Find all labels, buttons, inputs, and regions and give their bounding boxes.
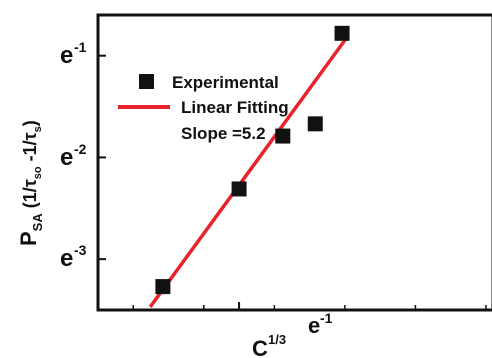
linear-fit-line bbox=[148, 35, 350, 308]
y-tick-label-2: e -2 bbox=[60, 141, 87, 171]
y-label-paren-mid: -1/τ bbox=[20, 132, 40, 166]
data-point bbox=[231, 181, 247, 197]
plot-frame bbox=[96, 13, 492, 312]
y-tick-label-1: e -1 bbox=[60, 39, 87, 69]
y-tick-exponent: -3 bbox=[74, 242, 87, 258]
x-tick-label: e -1 bbox=[308, 310, 333, 338]
x-tick-exponent: -1 bbox=[320, 310, 333, 326]
y-label-paren: (1/τ bbox=[20, 179, 40, 208]
y-label-subscript: SA bbox=[30, 213, 45, 232]
x-tick-base: e bbox=[308, 313, 320, 338]
x-axis-label-superscript: 1/3 bbox=[268, 332, 286, 347]
y-tick-exponent: -1 bbox=[74, 39, 87, 55]
y-axis-label-text: PSA (1/τso -1/τs) bbox=[16, 120, 45, 246]
points-layer bbox=[155, 25, 350, 295]
legend-label-experimental: Experimental bbox=[172, 73, 279, 92]
data-point bbox=[334, 25, 350, 41]
y-label-paren-sub2: s bbox=[32, 126, 44, 132]
axis-ticks bbox=[98, 54, 487, 310]
data-point bbox=[155, 279, 171, 295]
slope-annotation: Slope =5.2 bbox=[181, 124, 266, 143]
y-axis-label: PSA (1/τso -1/τs) bbox=[16, 120, 45, 246]
x-axis-label-main: C bbox=[252, 336, 268, 358]
x-axis-label: C 1/3 bbox=[252, 332, 286, 358]
y-label-paren-end: ) bbox=[20, 120, 40, 126]
y-tick-label-3: e -3 bbox=[60, 242, 87, 272]
y-tick-exponent: -2 bbox=[74, 141, 87, 157]
legend: Experimental Linear Fitting Slope =5.2 bbox=[118, 73, 289, 143]
y-tick-base: e bbox=[60, 42, 73, 69]
legend-label-linear-fitting: Linear Fitting bbox=[181, 98, 289, 117]
y-label-paren-sub1: so bbox=[32, 166, 44, 179]
y-tick-base: e bbox=[60, 245, 73, 272]
data-point bbox=[275, 128, 291, 144]
y-label-main: P bbox=[16, 231, 41, 246]
legend-marker-experimental bbox=[139, 74, 154, 89]
y-tick-base: e bbox=[60, 144, 73, 171]
data-point bbox=[307, 116, 323, 132]
fit-line-layer bbox=[148, 35, 350, 308]
